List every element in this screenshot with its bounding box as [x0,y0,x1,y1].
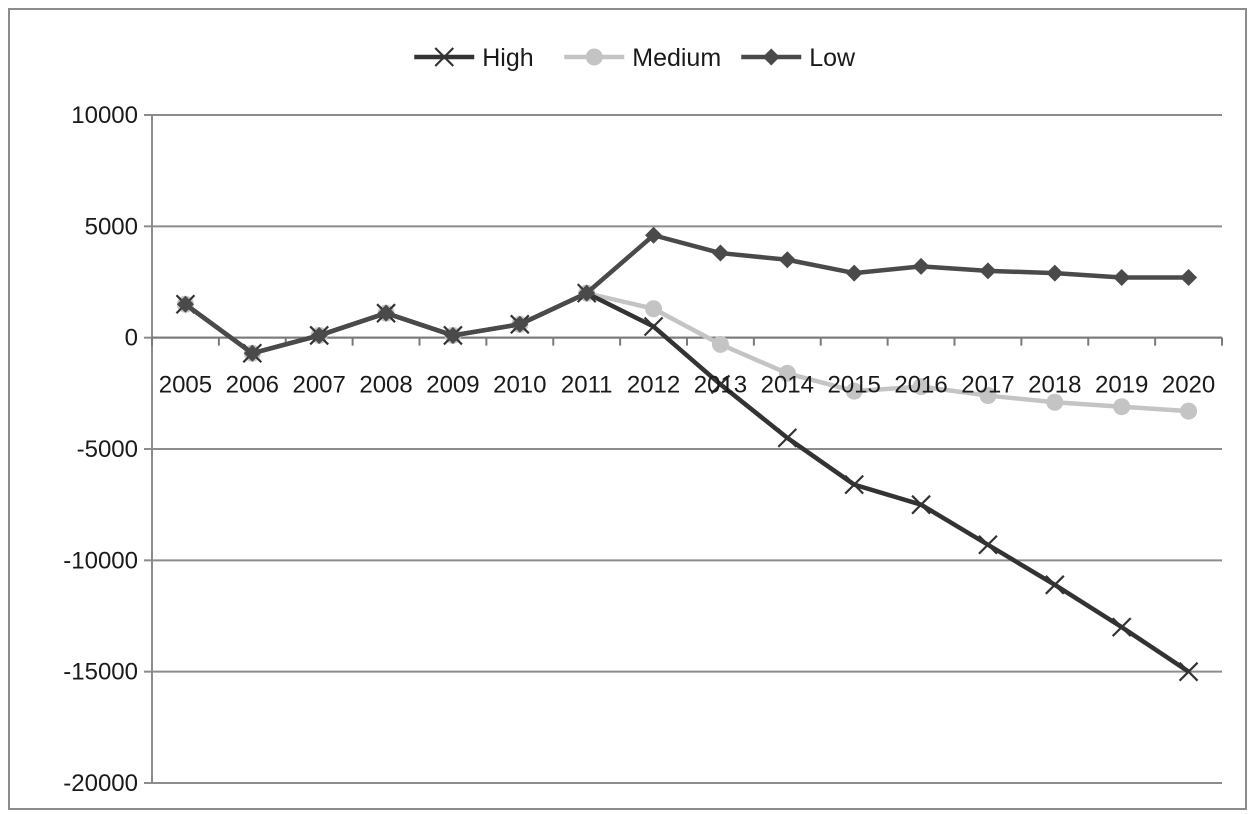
legend-label: Low [809,44,856,72]
legend: High Medium Low [414,44,856,72]
series-line [184,232,1189,356]
series-line [184,290,1190,674]
data-point [1046,393,1064,411]
data-point [176,295,194,313]
data-point [511,315,529,333]
series-low [176,226,1198,362]
data-point [777,428,798,448]
y-tick-label: 5000 [85,213,138,240]
y-tick-label: -10000 [63,547,138,574]
x-tick-label: 2017 [961,372,1014,399]
data-point [243,344,261,362]
x-tick-label: 2018 [1028,372,1081,399]
data-point [434,47,455,67]
data-point [710,374,731,395]
data-point [578,284,596,302]
legend-label: High [482,44,533,72]
data-point [778,364,796,382]
data-point [762,48,780,66]
y-tick-label: 0 [125,325,138,352]
legend-item-medium: Medium [564,44,721,72]
x-tick-label: 2007 [292,372,345,399]
data-point [1180,269,1198,287]
x-tick-label: 2011 [561,372,613,399]
data-point [377,304,395,322]
x-tick-label: 2010 [493,372,546,399]
y-axis-tick-labels: 10000 5000 0 -5000 -10000 -15000 -20000 [63,102,138,797]
gridlines [152,114,1222,784]
data-point [844,474,864,495]
data-point [845,264,863,282]
data-point [310,326,328,344]
data-point [979,387,997,405]
x-tick-label: 2006 [226,372,279,399]
legend-item-low: Low [741,44,856,72]
data-point [1178,661,1199,682]
x-tick-label: 2008 [359,372,412,399]
data-point [1180,402,1198,420]
data-point [1113,398,1131,416]
y-tick-label: -15000 [63,659,138,686]
series-medium [176,284,1198,420]
chart-frame [8,8,1247,810]
data-point [1045,575,1065,595]
data-point [645,300,663,318]
y-tick-label: -20000 [63,770,138,797]
data-point [845,382,863,400]
y-tick-label: -5000 [77,436,138,463]
x-tick-label: 2015 [827,372,880,399]
data-point [979,262,997,280]
x-tick-label: 2013 [694,372,747,399]
axes [144,114,1223,784]
x-tick-label: 2009 [426,372,479,399]
data-point [585,48,603,66]
data-point [1046,264,1064,282]
x-tick-label: 2016 [894,372,947,399]
series-lines [175,226,1199,682]
data-point [444,326,462,344]
data-point [711,244,729,262]
y-tick-label: 10000 [71,102,138,129]
data-point [1113,269,1131,287]
data-point [778,251,796,269]
data-point [643,316,664,337]
data-point [711,335,729,353]
data-point [912,257,930,275]
data-point [978,534,998,555]
x-tick-label: 2020 [1162,372,1215,399]
data-point [912,378,930,396]
data-point [645,226,663,244]
legend-label: Medium [632,44,721,72]
x-tick-label: 2014 [761,372,814,399]
data-point [1111,617,1132,637]
x-axis-tick-labels: 2005 2006 2007 2008 2009 2010 2011 2012 2013 2014… [159,372,1216,399]
data-point [911,494,931,515]
x-tick-label: 2012 [627,372,680,399]
x-tick-label: 2019 [1095,372,1148,399]
legend-item-high: High [414,44,534,72]
x-tick-label: 2005 [159,372,212,399]
